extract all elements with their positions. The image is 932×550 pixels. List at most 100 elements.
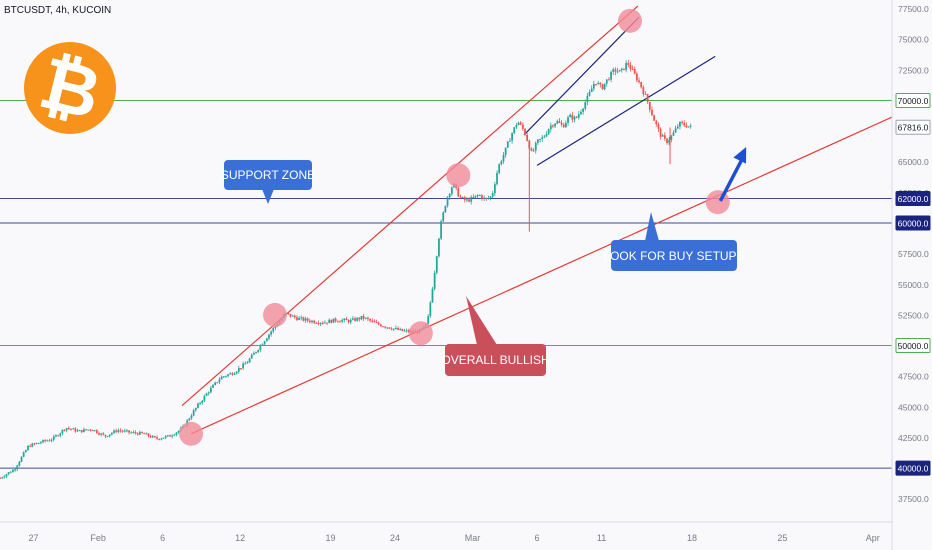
candle-body	[39, 442, 42, 444]
candle	[296, 315, 298, 322]
candle	[205, 392, 208, 397]
candle-body	[592, 84, 595, 89]
candle-body	[618, 69, 621, 72]
candle	[517, 121, 520, 126]
candle-body	[377, 322, 380, 325]
candle	[573, 115, 576, 123]
x-tick-label: 6	[535, 533, 540, 543]
touch-marker[interactable]	[618, 8, 643, 33]
candle-body	[110, 432, 113, 435]
y-tick: 50000.0	[895, 338, 931, 354]
candle-body	[29, 445, 32, 447]
candle-body	[549, 125, 552, 130]
candle-body	[201, 400, 204, 403]
candle	[104, 434, 107, 439]
candle-body	[524, 128, 526, 135]
candle-body	[98, 433, 100, 435]
candle-body	[91, 429, 94, 431]
touch-marker[interactable]	[262, 302, 287, 327]
candle	[663, 132, 666, 142]
candle-body	[640, 82, 643, 88]
trendline-channel-top[interactable]	[523, 16, 640, 136]
candle-body	[534, 142, 537, 151]
candle-body	[470, 197, 473, 202]
candle	[330, 319, 333, 324]
candle	[351, 316, 354, 321]
touch-marker[interactable]	[705, 190, 730, 215]
candle	[625, 60, 628, 73]
candle-body	[590, 88, 593, 93]
candle	[272, 327, 275, 334]
candle	[481, 194, 483, 201]
candle	[379, 323, 382, 327]
candle	[679, 121, 681, 130]
overall-bullish-callout-tail	[466, 296, 497, 345]
y-tick-label: 47500.0	[898, 372, 929, 382]
candle	[212, 383, 214, 389]
candle-body	[496, 172, 498, 185]
y-tick-label: 52500.0	[898, 310, 929, 320]
candle	[395, 325, 397, 330]
candle-body	[119, 430, 122, 432]
candle	[100, 432, 103, 437]
candle	[201, 399, 204, 405]
candle	[584, 99, 587, 111]
y-tick: 57500.0	[898, 249, 929, 259]
trendline-channel-bottom[interactable]	[536, 55, 716, 166]
candle-body	[433, 272, 436, 289]
candle-body	[461, 197, 464, 199]
candle	[265, 337, 268, 342]
candle	[39, 440, 42, 445]
candle-body	[240, 367, 242, 369]
candle	[629, 61, 632, 72]
candle	[93, 430, 96, 432]
candle-body	[177, 430, 180, 433]
trendline-upper-red[interactable]	[181, 5, 639, 407]
candle-body	[625, 63, 628, 70]
candle-body	[577, 114, 580, 118]
candle-body	[37, 442, 40, 444]
candle-body	[608, 79, 610, 81]
touch-marker[interactable]	[408, 321, 433, 346]
candle	[14, 467, 16, 472]
candle-body	[0, 477, 1, 479]
candle	[429, 301, 432, 318]
candle	[106, 435, 109, 438]
candle-body	[399, 328, 402, 330]
candle-body	[358, 317, 361, 320]
candle-body	[552, 125, 554, 127]
candle	[248, 357, 251, 364]
candle-body	[543, 136, 546, 138]
candle-body	[336, 321, 339, 323]
candle	[384, 325, 387, 329]
candle-body	[541, 137, 544, 139]
candle	[78, 429, 81, 432]
candle-body	[362, 316, 365, 319]
candle	[7, 472, 10, 476]
candle-body	[326, 322, 328, 324]
trendline-lower-red[interactable]	[190, 104, 919, 435]
y-tick-box	[895, 119, 931, 135]
candle-body	[472, 197, 475, 199]
candle-body	[623, 68, 625, 70]
candle-body	[227, 374, 229, 377]
candle-body	[388, 327, 391, 329]
candle-body	[382, 326, 384, 328]
candle-body	[237, 367, 240, 372]
candle-body	[371, 320, 374, 322]
candle	[349, 318, 352, 325]
y-tick-label: 37500.0	[898, 494, 929, 504]
candle	[483, 195, 486, 201]
touch-marker[interactable]	[446, 163, 471, 188]
candle	[27, 445, 29, 451]
candle-body	[657, 124, 660, 129]
y-tick-label: 57500.0	[898, 249, 929, 259]
candle	[16, 464, 19, 472]
touch-marker[interactable]	[179, 421, 204, 446]
candle-body	[145, 433, 148, 435]
candle-body	[595, 84, 597, 86]
candle-body	[349, 319, 352, 323]
candle	[145, 432, 148, 435]
candle-body	[261, 344, 264, 346]
